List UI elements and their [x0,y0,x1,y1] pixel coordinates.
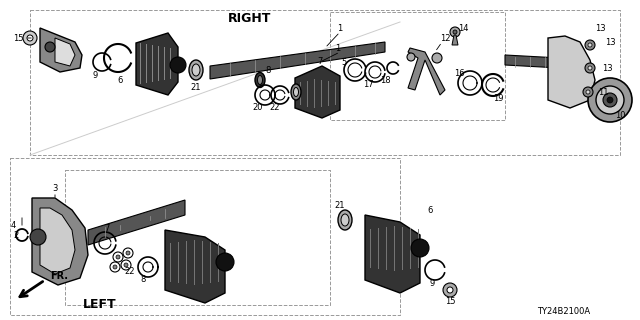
Circle shape [443,283,457,297]
Polygon shape [505,55,560,68]
Ellipse shape [294,87,298,97]
Text: 14: 14 [458,23,468,33]
Text: 6: 6 [428,205,433,214]
Circle shape [411,239,429,257]
Circle shape [447,287,453,293]
Text: TY24B2100A: TY24B2100A [537,308,590,316]
Circle shape [596,86,624,114]
Ellipse shape [341,214,349,226]
Polygon shape [408,48,445,95]
Circle shape [23,31,37,45]
Circle shape [585,63,595,73]
Text: 9: 9 [92,70,98,79]
Circle shape [586,90,590,94]
Circle shape [116,255,120,259]
Ellipse shape [257,76,262,84]
Text: 21: 21 [335,201,345,210]
Circle shape [126,251,130,255]
Text: 22: 22 [125,268,135,276]
Text: 22: 22 [269,102,280,111]
Text: 13: 13 [605,37,615,46]
Polygon shape [40,208,75,274]
Circle shape [113,252,123,262]
Circle shape [588,66,592,70]
Circle shape [588,78,632,122]
Text: 8: 8 [140,276,146,284]
Ellipse shape [189,60,203,80]
Circle shape [170,57,186,73]
Circle shape [407,53,415,61]
Polygon shape [55,38,75,66]
Text: 5: 5 [341,58,347,67]
Polygon shape [548,36,595,108]
Circle shape [27,35,33,41]
Polygon shape [40,28,82,72]
Circle shape [123,248,133,258]
Text: 15: 15 [445,298,455,307]
Text: 20: 20 [253,102,263,111]
Text: 17: 17 [363,79,373,89]
Polygon shape [452,35,458,45]
Text: 11: 11 [598,87,608,97]
Ellipse shape [291,84,301,100]
Polygon shape [165,230,225,303]
Text: 6: 6 [117,76,123,84]
Ellipse shape [338,210,352,230]
Polygon shape [88,200,185,245]
Text: 8: 8 [266,66,271,75]
Text: 10: 10 [615,110,625,119]
Text: 1: 1 [335,44,340,52]
Text: 19: 19 [493,93,503,102]
Ellipse shape [192,64,200,76]
Polygon shape [32,198,88,285]
Text: 7: 7 [317,57,323,66]
Circle shape [607,97,613,103]
Circle shape [124,263,128,267]
Text: 9: 9 [429,278,435,287]
Circle shape [453,30,457,34]
Text: 16: 16 [454,68,464,77]
Circle shape [450,27,460,37]
Text: 18: 18 [380,76,390,84]
Text: 13: 13 [602,63,612,73]
Polygon shape [210,42,385,79]
Text: 12: 12 [440,34,451,43]
Circle shape [585,40,595,50]
Text: 7: 7 [104,223,109,233]
Circle shape [45,42,55,52]
Text: RIGHT: RIGHT [228,12,272,25]
Ellipse shape [255,73,265,87]
Circle shape [113,265,117,269]
Text: 2: 2 [13,230,19,239]
Text: 1: 1 [337,23,342,33]
Circle shape [110,262,120,272]
Circle shape [588,43,592,47]
Polygon shape [136,33,178,95]
Text: 15: 15 [13,34,23,43]
Circle shape [30,229,46,245]
Text: 21: 21 [191,83,201,92]
Polygon shape [365,215,420,293]
Text: 4: 4 [10,220,15,229]
Text: 3: 3 [52,183,58,193]
Circle shape [121,260,131,270]
Text: 13: 13 [595,23,605,33]
Circle shape [216,253,234,271]
Text: FR.: FR. [50,271,68,281]
Polygon shape [295,66,340,118]
Circle shape [583,87,593,97]
Text: LEFT: LEFT [83,299,117,311]
Circle shape [603,93,617,107]
Circle shape [432,53,442,63]
